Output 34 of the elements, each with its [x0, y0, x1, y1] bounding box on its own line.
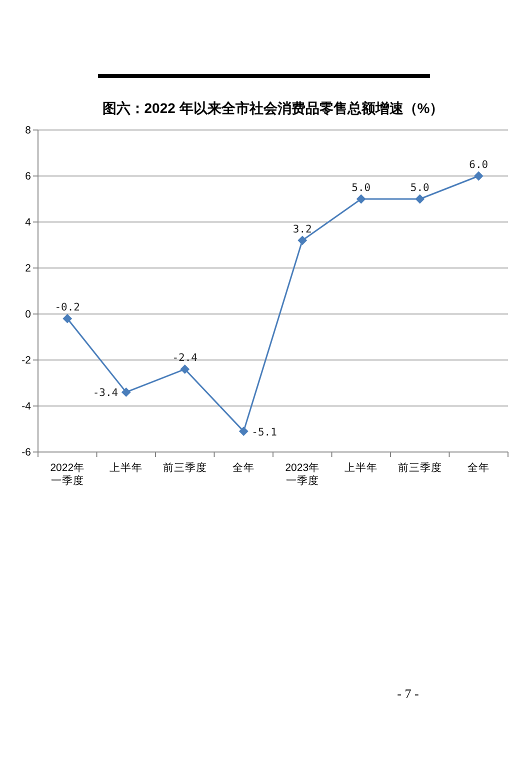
point: [474, 172, 484, 180]
data-label: 5.0: [410, 182, 430, 194]
chart-title: 图六：2022 年以来全市社会消费品零售总额增速（%）: [101, 100, 445, 118]
point: [239, 426, 248, 436]
y-tick-label: 4: [25, 216, 32, 229]
x-tick-label: 上半年: [110, 461, 143, 474]
x-tick-label: 上半年: [344, 461, 378, 474]
data-label: -5.1: [252, 426, 277, 438]
x-tick-label: 2022年一季度: [50, 462, 85, 487]
x-tick-label: 全年: [232, 462, 255, 474]
x-tick-label: 前三季度: [398, 461, 442, 474]
x-tick-label: 前三季度: [162, 461, 207, 474]
data-label: 6.0: [469, 159, 488, 171]
y-tick-label: -2: [22, 354, 32, 367]
y-tick-label: -4: [22, 400, 32, 413]
y-tick-label: -6: [22, 446, 32, 459]
x-tick-label: 全年: [468, 462, 490, 474]
point: [298, 236, 307, 245]
data-label: -0.2: [54, 302, 80, 314]
y-tick-label: 8: [25, 124, 32, 137]
y-tick-label: 2: [25, 262, 32, 275]
point: [122, 388, 131, 397]
data-label: -3.4: [92, 387, 118, 400]
x-tick-label: 2023年一季度: [285, 462, 320, 487]
point: [415, 194, 424, 204]
y-tick-label: 0: [25, 308, 32, 321]
point: [180, 364, 190, 374]
point: [62, 314, 72, 324]
y-tick-label: 6: [25, 170, 32, 183]
point: [356, 194, 366, 204]
data-label: 5.0: [352, 182, 371, 194]
text: - 7 -: [396, 686, 420, 702]
data-label: 3.2: [292, 223, 312, 236]
data-label: -2.4: [172, 352, 198, 364]
